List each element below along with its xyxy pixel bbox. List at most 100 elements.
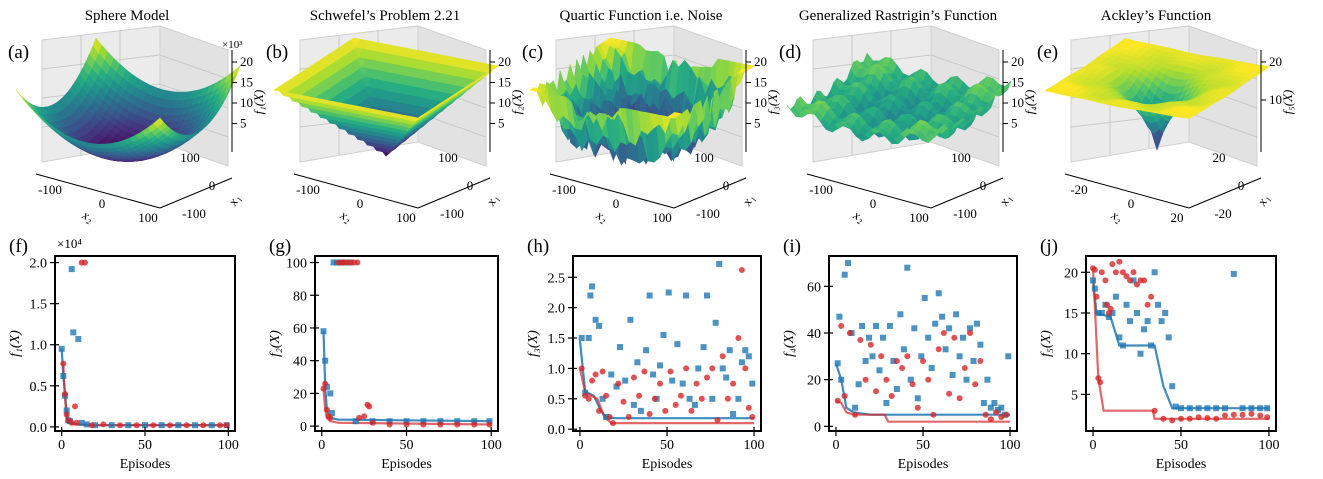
data-point-red — [904, 353, 911, 360]
x-tick-label: 50 — [400, 438, 414, 453]
y-tick-label: 80 — [293, 289, 307, 304]
x-axis-label: Episodes — [1156, 457, 1207, 472]
data-point-red — [893, 358, 900, 364]
data-point-red — [1091, 266, 1098, 273]
data-point-blue — [617, 344, 623, 351]
data-point-red — [615, 380, 622, 387]
data-point-red — [867, 341, 874, 348]
data-point-blue — [967, 325, 973, 332]
data-point-red — [1178, 415, 1184, 422]
data-point-red — [838, 323, 845, 329]
data-point-blue — [712, 319, 719, 326]
data-point-red — [1127, 277, 1133, 284]
data-point-blue — [742, 347, 749, 354]
x-tick-label: -100 — [38, 182, 62, 197]
data-point-red — [998, 414, 1005, 420]
data-point-blue — [700, 344, 707, 351]
data-point-blue — [1119, 342, 1126, 349]
x-tick-label: 0 — [576, 438, 583, 453]
panel-letter: (c) — [522, 42, 543, 63]
z-tick-label: 5 — [498, 116, 505, 131]
plot-frame — [314, 255, 499, 432]
data-point-blue — [869, 353, 876, 360]
z-tick-label: 10 — [1269, 92, 1282, 107]
data-point-red — [356, 414, 363, 421]
z-tick-label: 5 — [240, 116, 247, 131]
data-point-blue — [328, 410, 335, 416]
data-point-red — [862, 376, 869, 383]
data-point-blue — [991, 400, 998, 406]
surface-mesh — [15, 37, 241, 162]
y-tick-label: 100 — [694, 150, 714, 165]
x-tick-label: 0 — [58, 438, 65, 453]
z-tick-label: 15 — [498, 75, 511, 90]
panel-letter: (j) — [1040, 236, 1058, 257]
data-point-blue — [1095, 310, 1102, 316]
data-point-blue — [956, 353, 963, 360]
data-point-blue — [873, 323, 879, 329]
data-point-blue — [603, 414, 610, 420]
data-point-red — [1093, 293, 1100, 300]
data-point-blue — [841, 271, 848, 278]
data-point-blue — [686, 395, 693, 402]
data-point-red — [1204, 415, 1211, 421]
data-point-red — [1119, 269, 1126, 276]
x-tick-label: 100 — [1258, 438, 1279, 453]
data-point-blue — [1105, 314, 1112, 320]
data-point-blue — [890, 358, 897, 364]
data-point-blue — [1165, 334, 1172, 341]
plot-frame — [572, 255, 762, 432]
panel-letter: (e) — [1037, 42, 1058, 63]
data-point-blue — [613, 383, 620, 390]
y-tick-label: -20 — [1214, 206, 1231, 221]
x-tick-label: 100 — [481, 438, 502, 453]
data-point-blue — [984, 376, 991, 383]
y-tick-label: -100 — [953, 206, 977, 221]
data-point-red — [1230, 411, 1237, 418]
data-point-blue — [650, 371, 657, 378]
data-point-red — [322, 380, 329, 387]
data-point-red — [386, 421, 393, 428]
data-point-blue — [893, 386, 900, 392]
z-axis-label: f₂(X) — [509, 90, 524, 115]
y-axis-line — [673, 177, 747, 209]
data-point-red — [749, 414, 756, 420]
y-tick-label: 1.5 — [548, 332, 566, 347]
data-point-blue — [1005, 353, 1012, 360]
surface-facet — [1182, 114, 1194, 119]
data-point-red — [1098, 269, 1105, 276]
data-point-red — [857, 337, 864, 343]
data-point-blue — [939, 313, 946, 320]
x-axis-label: x₂ — [337, 207, 354, 226]
y-tick-label: 0 — [467, 178, 474, 193]
data-point-blue — [977, 341, 984, 348]
data-point-red — [592, 371, 599, 378]
data-point-blue — [665, 289, 672, 296]
x-axis-label: x₂ — [593, 207, 610, 226]
x-axis-line — [293, 173, 419, 209]
data-point-red — [698, 395, 705, 402]
x-tick-label: -20 — [1070, 182, 1087, 197]
data-point-blue — [1239, 405, 1246, 412]
data-point-red — [735, 335, 742, 341]
data-point-red — [714, 417, 721, 424]
data-point-blue — [1204, 405, 1211, 412]
x-tick-label: 0 — [318, 438, 325, 453]
y-axis-label: x₁ — [225, 192, 244, 209]
y-tick-label: 0 — [209, 178, 216, 193]
panel-title: Sphere Model — [85, 8, 170, 24]
data-point-blue — [646, 292, 653, 299]
data-point-blue — [949, 372, 956, 378]
z-axis-label: f₃(X) — [765, 90, 780, 115]
data-point-red — [63, 411, 70, 418]
data-point-blue — [911, 325, 918, 332]
x-tick-label: -100 — [296, 182, 320, 197]
data-point-blue — [855, 381, 862, 388]
y-multiplier: ×10⁴ — [57, 236, 82, 251]
data-point-blue — [914, 395, 921, 402]
z-tick-label: 15 — [1011, 75, 1024, 90]
series-line-blue — [834, 362, 1010, 416]
data-point-red — [1248, 410, 1255, 417]
data-point-red — [651, 395, 658, 402]
data-point-red — [486, 421, 493, 428]
